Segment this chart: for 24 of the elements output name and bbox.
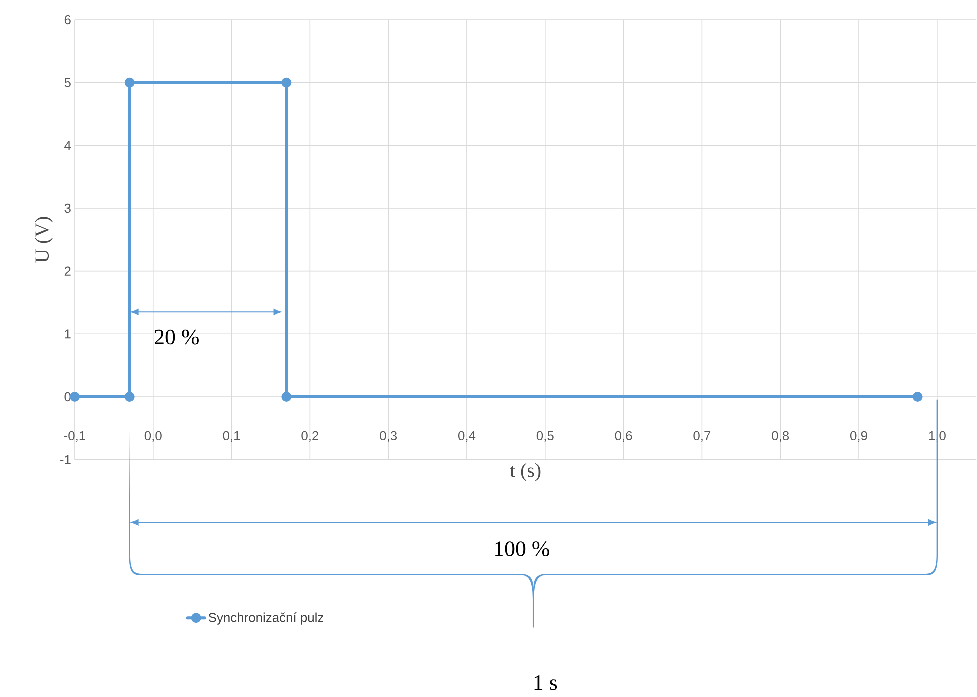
x-tick-label: 0,8 xyxy=(772,431,790,442)
y-tick-label: 2 xyxy=(64,266,71,276)
x-tick-label: 0,4 xyxy=(458,431,476,442)
y-axis-title: U (V) xyxy=(35,217,54,264)
x-tick-label: 0,3 xyxy=(380,431,398,442)
x-tick-label: 0,7 xyxy=(694,431,711,442)
x-tick-label: 0,1 xyxy=(223,431,240,442)
x-tick-label: 0,5 xyxy=(536,431,554,442)
x-tick-label: -0,1 xyxy=(64,431,86,442)
text: 100 % xyxy=(495,542,550,557)
x-tick-label: 0,6 xyxy=(615,431,632,442)
x-tick-label: 0,9 xyxy=(850,431,868,442)
x-tick-label: 0,0 xyxy=(144,431,162,442)
y-tick-label: 4 xyxy=(64,141,72,150)
y-tick-label: 5 xyxy=(64,78,71,88)
x-tick-label: 0,2 xyxy=(302,431,319,442)
annotation: 20 % xyxy=(155,330,199,345)
y-tick-label: -1 xyxy=(60,456,71,464)
y-tick-label: 3 xyxy=(64,204,71,214)
y-tick-label: 1 xyxy=(65,330,71,339)
y-tick-label: 6 xyxy=(64,16,71,25)
text: 1 s xyxy=(534,676,558,690)
x-axis-title: t (s) xyxy=(510,463,541,482)
legend-label: Synchronizační pulz xyxy=(208,612,324,625)
